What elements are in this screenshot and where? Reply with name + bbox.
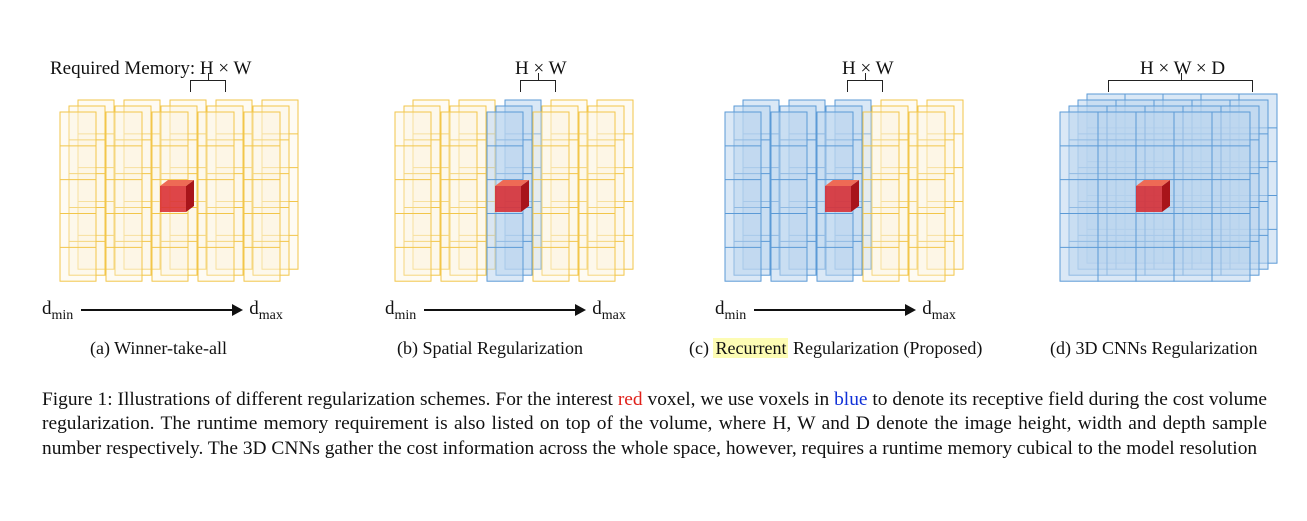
d-min-label: d [715,298,725,319]
caption-red-word: red [617,389,643,410]
voxel-slice [1097,111,1137,282]
voxel-slice [770,111,808,282]
memory-label: H × W × D [1140,58,1226,79]
memory-label: Required Memory: H × W [50,58,252,79]
cost-volume [1059,93,1278,282]
memory-label: H × W [515,58,567,79]
cost-volume [394,99,634,282]
caption-part2: voxel, we use voxels in [642,389,835,410]
caption-part3: to denote its receptive field during the… [42,389,1268,459]
voxel-slice [908,111,946,282]
voxel-slice [440,111,478,282]
subcaption: (b) Spatial Regularization [397,338,583,358]
subcaption-prefix: (c) [689,338,714,358]
voxel-slice [105,111,143,282]
subcaption: (d) 3D CNNs Regularization [1050,338,1258,358]
depth-arrow [754,303,917,316]
depth-axis: dmin dmax [385,298,626,324]
subcaption: (a) Winner-take-all [90,338,228,358]
voxel-slice [243,111,281,282]
recurrent-highlight: Recurrent [713,338,789,358]
d-max-sub: max [931,307,956,323]
memory-label: H × W [842,58,894,79]
voxel-slice [197,111,235,282]
cost-volume [59,99,299,282]
voxel-slice [862,111,900,282]
d-min-label: d [42,298,52,319]
d-max-label: d [249,298,259,319]
panel-winner-take-all: Required Memory: H × W dmin dmax (a) Winn… [40,50,340,370]
voxel-slice [1211,111,1251,282]
d-max-label: d [592,298,602,319]
d-max-sub: max [601,307,626,323]
subcaption: (c) Recurrent Regularization (Proposed) [689,338,982,359]
voxel-slice [532,111,570,282]
depth-arrow [424,303,587,316]
voxel-slice [578,111,616,282]
panel-3d-cnn: H × W × D (d) 3D CNNs Regularization [1040,50,1307,370]
d-min-label: d [385,298,395,319]
memory-brace [847,73,883,92]
depth-axis: dmin dmax [715,298,956,324]
memory-brace [520,73,556,92]
voxel-slice [724,111,762,282]
voxel-slice [59,111,97,282]
memory-brace [190,73,226,92]
d-min-sub: min [724,307,747,323]
subcaption-suffix: Regularization (Proposed) [788,338,983,358]
panel-spatial: H × W dmin dmax (b) Spatial Regularizatio… [375,50,675,370]
voxel-slice [394,111,432,282]
caption-blue-word: blue [834,389,868,410]
caption-part1: Figure 1: Illustrations of different reg… [42,389,618,410]
interest-voxel [160,180,194,212]
d-min-sub: min [394,307,417,323]
voxel-slice [1173,111,1213,282]
depth-axis: dmin dmax [42,298,283,324]
memory-brace [1108,73,1253,92]
cost-volume [724,99,964,282]
depth-arrow [81,303,244,316]
figure-caption: Figure 1: Illustrations of different reg… [42,388,1267,461]
interest-voxel [1136,180,1170,212]
panel-recurrent: H × W dmin dmax (c) Recurrent Regularizat… [689,50,1005,370]
d-max-sub: max [258,307,283,323]
voxel-slice [1059,111,1099,282]
d-max-label: d [922,298,932,319]
interest-voxel [825,180,859,212]
d-min-sub: min [51,307,74,323]
interest-voxel [495,180,529,212]
